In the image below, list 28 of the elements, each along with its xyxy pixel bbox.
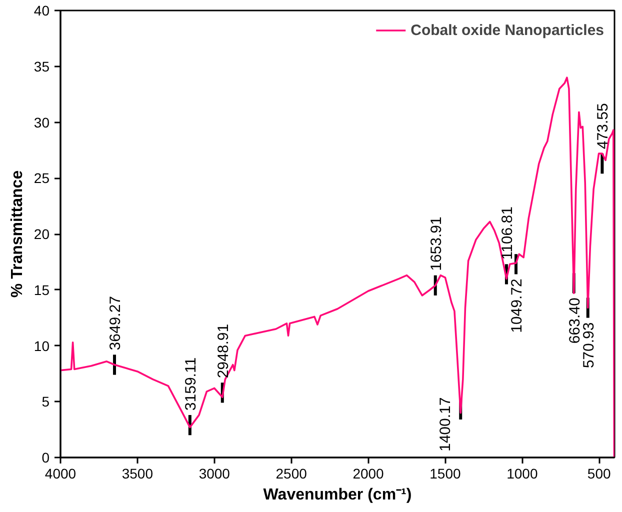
y-tick-label: 10 [34, 338, 50, 354]
y-tick-label: 30 [34, 114, 50, 130]
y-tick-label: 25 [34, 170, 50, 186]
annotation: 1106.81 [498, 206, 516, 260]
y-tick-label: 15 [34, 282, 50, 298]
y-axis-title: % Transmittance [8, 170, 26, 298]
x-tick-label: 4000 [44, 466, 76, 482]
annotation: 3649.27 [107, 296, 124, 350]
legend-label: Cobalt oxide Nanoparticles [410, 22, 604, 38]
annotation: 1049.72 [508, 278, 526, 333]
x-tick-label: 1000 [506, 466, 538, 482]
x-tick-label: 3000 [198, 466, 230, 482]
y-tick-label: 5 [42, 394, 50, 410]
y-tick-label: 35 [34, 58, 50, 74]
x-tick-label: 3500 [122, 466, 154, 482]
x-tick-label: 500 [587, 466, 612, 482]
annotation: 1653.91 [428, 216, 445, 271]
y-tick-label: 40 [34, 2, 50, 18]
annotation: 473.55 [594, 103, 612, 150]
x-tick-label: 2500 [276, 466, 308, 482]
annotation: 2948.91 [214, 324, 232, 378]
annotation: 3159.11 [182, 357, 200, 411]
annotation: 1400.17 [437, 397, 454, 452]
x-tick-label: 2000 [352, 466, 384, 482]
y-tick-label: 0 [42, 450, 50, 466]
x-axis-title: Wavenumber (cm⁻¹) [263, 486, 412, 504]
y-tick-label: 20 [34, 226, 50, 242]
x-tick-label: 1500 [430, 466, 462, 482]
